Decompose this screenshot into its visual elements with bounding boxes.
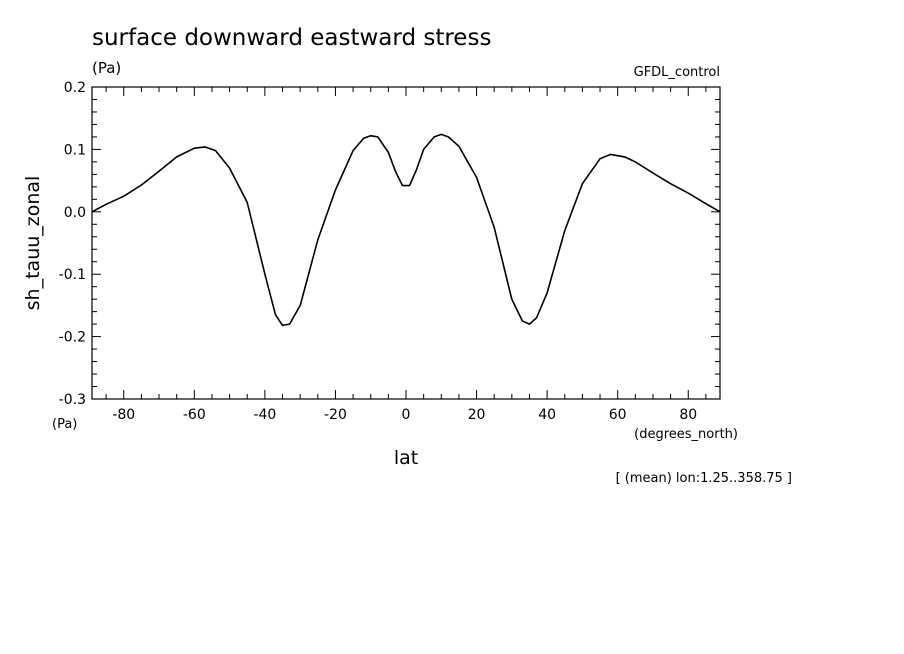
y-axis-units: (Pa) [52, 417, 77, 432]
y-tick-label: -0.2 [59, 330, 86, 346]
axis-tick-labels: -80 -60 -40 -20 0 20 40 60 80 0.2 0.1 0.0 -0.1 -0.2 -0… [59, 80, 697, 423]
y-axis-title: sh_tauu_zonal [22, 176, 44, 311]
plot-frame [91, 86, 721, 400]
y-tick-label: -0.1 [59, 267, 86, 283]
dataset-label: GFDL_control [634, 65, 720, 80]
x-axis-units: (degrees_north) [634, 427, 738, 442]
x-tick-label: -20 [324, 407, 347, 423]
x-tick-label: -40 [253, 407, 276, 423]
x-tick-label: 80 [679, 407, 697, 423]
x-tick-label: -80 [112, 407, 135, 423]
chart-title: surface downward eastward stress [92, 25, 491, 51]
axis-ticks [92, 86, 720, 400]
x-tick-label: 0 [402, 407, 411, 423]
y-tick-label: -0.3 [59, 392, 86, 408]
footnote: [ (mean) lon:1.25..358.75 ] [616, 471, 792, 486]
x-axis-title: lat [394, 447, 418, 469]
title-units: (Pa) [92, 59, 121, 77]
y-tick-label: 0.2 [64, 80, 86, 96]
x-tick-label: 60 [609, 407, 627, 423]
x-tick-label: 20 [468, 407, 486, 423]
x-tick-label: -60 [183, 407, 206, 423]
series-line [91, 133, 721, 327]
y-tick-label: 0.1 [64, 142, 86, 158]
y-tick-label: 0.0 [64, 205, 86, 221]
x-tick-label: 40 [538, 407, 556, 423]
